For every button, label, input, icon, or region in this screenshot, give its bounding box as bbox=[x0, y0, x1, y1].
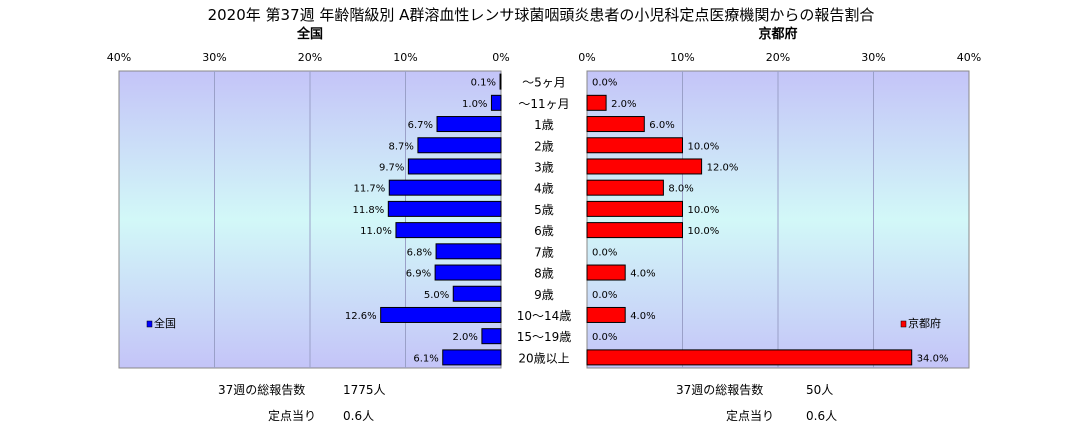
category-label: 5歳 bbox=[534, 203, 554, 217]
national-tick-label: 0% bbox=[492, 51, 509, 64]
kyoto-bar bbox=[586, 179, 664, 196]
national-bar bbox=[435, 243, 502, 260]
kyoto-data-label: 0.0% bbox=[592, 78, 617, 89]
kyoto-bar bbox=[586, 94, 607, 111]
national-bar bbox=[490, 94, 502, 111]
kyoto-data-label: 12.0% bbox=[707, 162, 739, 173]
national-data-label: 6.1% bbox=[413, 353, 438, 364]
national-data-label: 2.0% bbox=[452, 332, 477, 343]
category-label: 7歳 bbox=[534, 245, 554, 259]
kyoto-bar bbox=[586, 306, 626, 323]
category-label: 1歳 bbox=[534, 118, 554, 132]
kyoto-bar bbox=[586, 222, 683, 239]
national-bar bbox=[417, 137, 502, 154]
kyoto-data-label: 6.0% bbox=[649, 120, 674, 131]
national-bar bbox=[434, 264, 502, 281]
kyoto-data-label: 10.0% bbox=[688, 141, 720, 152]
national-bar bbox=[436, 116, 502, 133]
national-bar bbox=[388, 179, 502, 196]
national-tick-label: 20% bbox=[298, 51, 322, 64]
kyoto-bar bbox=[586, 264, 626, 281]
national-subtitle: 全国 bbox=[296, 26, 323, 42]
kyoto-bar bbox=[586, 349, 913, 366]
category-label: ～5ヶ月 bbox=[522, 76, 566, 90]
kyoto-data-label: 0.0% bbox=[592, 247, 617, 258]
category-label: 15～19歳 bbox=[517, 330, 572, 344]
kyoto-reports-value: 50人 bbox=[806, 383, 834, 397]
national-bar bbox=[407, 158, 502, 175]
category-label: 8歳 bbox=[534, 267, 554, 281]
national-tick-label: 40% bbox=[107, 51, 131, 64]
kyoto-per-site-label: 定点当り bbox=[726, 409, 775, 423]
category-label: 4歳 bbox=[534, 182, 554, 196]
national-legend-swatch bbox=[146, 320, 153, 328]
kyoto-tick-label: 0% bbox=[578, 51, 595, 64]
kyoto-bar bbox=[586, 137, 683, 154]
kyoto-data-label: 0.0% bbox=[592, 332, 617, 343]
kyoto-data-label: 2.0% bbox=[611, 99, 636, 110]
national-legend-label: 全国 bbox=[154, 316, 176, 330]
national-data-label: 11.8% bbox=[353, 205, 385, 216]
national-tick-label: 10% bbox=[393, 51, 417, 64]
kyoto-data-label: 4.0% bbox=[630, 311, 655, 322]
category-label: 10～14歳 bbox=[517, 309, 572, 323]
national-data-label: 11.0% bbox=[360, 226, 392, 237]
kyoto-bar bbox=[586, 158, 703, 175]
national-data-label: 12.6% bbox=[345, 311, 377, 322]
kyoto-data-label: 10.0% bbox=[688, 205, 720, 216]
kyoto-data-label: 4.0% bbox=[630, 269, 655, 280]
national-tick-label: 30% bbox=[202, 51, 226, 64]
national-data-label: 6.9% bbox=[406, 269, 431, 280]
national-bar bbox=[387, 200, 502, 217]
kyoto-data-label: 10.0% bbox=[688, 226, 720, 237]
kyoto-per-site-value: 0.6人 bbox=[806, 409, 838, 423]
kyoto-legend-label: 京都府 bbox=[908, 316, 941, 330]
kyoto-data-label: 8.0% bbox=[668, 184, 693, 195]
national-data-label: 1.0% bbox=[462, 99, 487, 110]
kyoto-tick-label: 10% bbox=[670, 51, 694, 64]
category-label: 6歳 bbox=[534, 224, 554, 238]
national-bar bbox=[499, 73, 502, 90]
national-data-label: 8.7% bbox=[389, 141, 414, 152]
category-label: 3歳 bbox=[534, 160, 554, 174]
national-data-label: 11.7% bbox=[353, 184, 385, 195]
national-data-label: 0.1% bbox=[471, 78, 496, 89]
kyoto-tick-label: 40% bbox=[957, 51, 981, 64]
kyoto-bar bbox=[586, 116, 645, 133]
kyoto-data-label: 34.0% bbox=[917, 353, 949, 364]
category-label: 9歳 bbox=[534, 288, 554, 302]
kyoto-bar bbox=[586, 200, 683, 217]
national-bar bbox=[452, 285, 502, 302]
national-data-label: 9.7% bbox=[379, 162, 404, 173]
national-reports-value: 1775人 bbox=[343, 383, 386, 397]
national-bar bbox=[481, 328, 502, 345]
category-label: 2歳 bbox=[534, 139, 554, 153]
plot-area: 0% 10% 20% 30% 40% 全国 0.1% 1.0% 6.7% 8.7% 9.7% 11.7… bbox=[107, 26, 981, 369]
national-data-label: 6.7% bbox=[408, 120, 433, 131]
kyoto-data-label: 0.0% bbox=[592, 290, 617, 301]
national-per-site-value: 0.6人 bbox=[343, 409, 375, 423]
national-bar bbox=[395, 222, 502, 239]
chart-title: 2020年 第37週 年齢階級別 A群溶血性レンサ球菌咽頭炎患者の小児科定点医療… bbox=[208, 6, 875, 24]
national-bar bbox=[380, 306, 502, 323]
national-data-label: 5.0% bbox=[424, 290, 449, 301]
category-label: 20歳以上 bbox=[518, 351, 569, 365]
kyoto-tick-label: 20% bbox=[766, 51, 790, 64]
kyoto-subtitle: 京都府 bbox=[758, 26, 797, 42]
kyoto-legend-swatch bbox=[900, 320, 907, 328]
kyoto-reports-label: 37週の総報告数 bbox=[676, 383, 764, 397]
national-data-label: 6.8% bbox=[407, 247, 432, 258]
national-reports-label: 37週の総報告数 bbox=[218, 383, 306, 397]
national-per-site-label: 定点当り bbox=[268, 409, 317, 423]
national-bar bbox=[442, 349, 502, 366]
kyoto-tick-label: 30% bbox=[861, 51, 885, 64]
category-label: ～11ヶ月 bbox=[518, 97, 569, 111]
